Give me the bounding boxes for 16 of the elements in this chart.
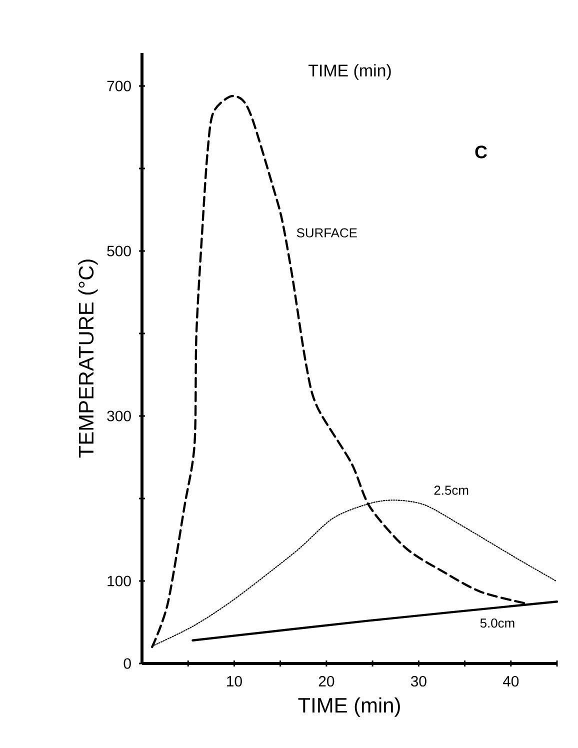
series-label: 2.5cm — [434, 486, 468, 495]
y-tick-label: 300 — [107, 410, 131, 422]
y-axis-title: TEMPERATURE (°C) — [78, 260, 98, 458]
x-tick-label: 30 — [410, 676, 426, 687]
y-tick-label: 100 — [108, 576, 131, 586]
y-tick-label: 700 — [107, 80, 131, 92]
series-label: SURFACE — [296, 228, 357, 238]
x-axis-title: TIME (min) — [298, 697, 400, 717]
y-tick-label: 500 — [107, 246, 131, 256]
y-tick-label: 0 — [124, 658, 131, 669]
x-tick-label: 40 — [502, 676, 519, 687]
x-tick-label: 20 — [318, 676, 334, 687]
series-label: 5.0cm — [480, 618, 514, 628]
annotation: TIME (min) — [308, 64, 391, 80]
x-tick-label: 10 — [227, 676, 242, 687]
annotation: C — [475, 146, 487, 158]
